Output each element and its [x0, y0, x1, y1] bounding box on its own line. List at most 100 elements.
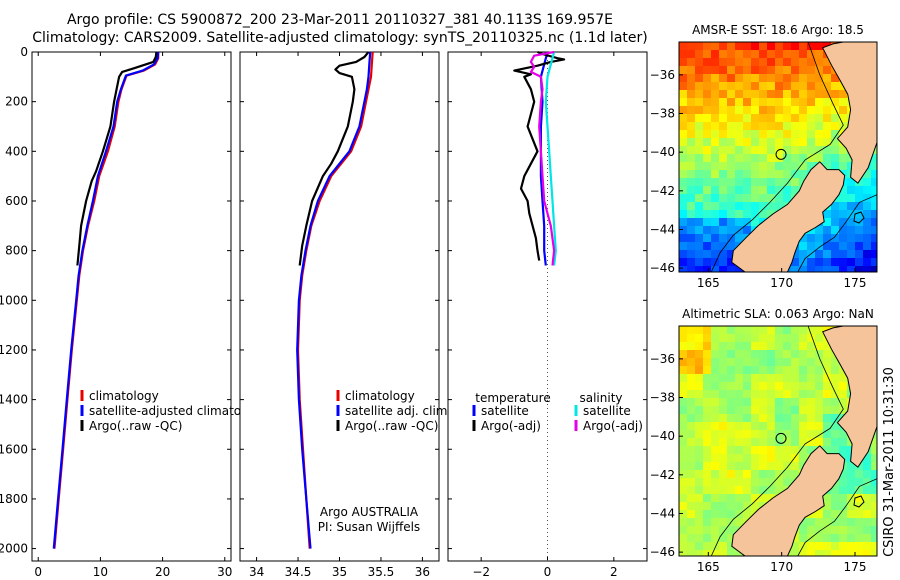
panel-sla-cell [743, 358, 751, 366]
panel-sst-cell [695, 154, 703, 162]
panel-sst-cell [703, 250, 711, 258]
panel-sla-cell [695, 422, 703, 430]
panel-sst-cell [815, 138, 823, 146]
panel-sla-cell [759, 422, 767, 430]
panel-sla-cell [735, 438, 743, 446]
panel-sla-cell [679, 494, 687, 502]
panel-sst-cell [695, 90, 703, 98]
panel-sst-cell [799, 146, 807, 154]
panel-sla-cell [775, 454, 783, 462]
panel-sla-cell [711, 398, 719, 406]
panel-sla-cell [863, 478, 871, 486]
panel-sla-cell [791, 550, 799, 556]
panel-sst-cell [767, 58, 775, 66]
panel-sla-cell [711, 518, 719, 526]
panel-sla-cell [751, 334, 759, 342]
panel-sla-cell [815, 430, 823, 438]
panel-sst-cell [743, 90, 751, 98]
panel-sst-cell [751, 90, 759, 98]
panel-sla-cell [695, 358, 703, 366]
panel-sla-cell [695, 534, 703, 542]
panel-sla-cell [735, 478, 743, 486]
panel-sla-cell [783, 326, 791, 334]
panel-sst-cell [751, 66, 759, 74]
panel-sst-cell [679, 106, 687, 114]
panel-sst-cell [863, 266, 871, 272]
panel-sla-cell [799, 534, 807, 542]
panel-sst-cell [799, 154, 807, 162]
panel-sst-cell [839, 258, 847, 266]
panel-sla-cell [719, 486, 727, 494]
panel-sst-cell [815, 122, 823, 130]
panel-sla-cell [831, 390, 839, 398]
panel-sst-cell [815, 250, 823, 258]
panel-sla-cell [751, 494, 759, 502]
panel-sst-cell [863, 226, 871, 234]
panel-sla-cell [727, 350, 735, 358]
panel-sla-cell [695, 398, 703, 406]
panel-sla-cell [727, 502, 735, 510]
panel-sla-cell [719, 374, 727, 382]
panel-sst-cell [871, 210, 877, 218]
panel-sla-cell [799, 390, 807, 398]
panel-sla-cell [823, 446, 831, 454]
panel-sla-cell [759, 382, 767, 390]
panel-sla-cell [687, 350, 695, 358]
panel-sla-cell [695, 478, 703, 486]
panel-sst-cell [791, 122, 799, 130]
panel-sla-cell [711, 438, 719, 446]
panel-sla-cell [719, 518, 727, 526]
temperature-series-line-1 [52, 51, 160, 549]
panel-sst-cell [791, 42, 799, 50]
panel-sst-cell [799, 130, 807, 138]
panel-sla-cell [775, 462, 783, 470]
bathymetry-contour [710, 42, 844, 272]
panel-sla-xtick-label: 170 [770, 560, 793, 574]
panel-sla-cell [791, 406, 799, 414]
panel-sla-cell [743, 462, 751, 470]
temperature-legend-label: Argo(..raw -QC) [89, 419, 182, 433]
panel-sst-cell [823, 66, 831, 74]
panel-sla-cell [727, 398, 735, 406]
panel-sla-cell [679, 550, 687, 556]
panel-sla-cell [695, 366, 703, 374]
panel-sst-cell [679, 138, 687, 146]
panel-sla-cell [727, 470, 735, 478]
panel-sla-cell [687, 382, 695, 390]
panel-sla-cell [799, 422, 807, 430]
panel-sst-cell [751, 98, 759, 106]
panel-sst-cell [791, 130, 799, 138]
panel-sla-cell [679, 398, 687, 406]
panel-sla-cell [711, 382, 719, 390]
panel-sst-cell [783, 178, 791, 186]
panel-sst-cell [799, 122, 807, 130]
panel-sst-cell [711, 98, 719, 106]
panel-sla-cell [719, 390, 727, 398]
panel-sla-cell [807, 526, 815, 534]
difference-legend-label: Argo(-adj) [583, 419, 643, 433]
difference-legend-label: Argo(-adj) [481, 419, 541, 433]
panel-sla-cell [679, 342, 687, 350]
panel-sst-cell [799, 162, 807, 170]
panel-sst-cell [807, 74, 815, 82]
panel-sst-ytick-label: −40 [650, 145, 675, 159]
panel-sst-cell [687, 114, 695, 122]
panel-sla-cell [727, 438, 735, 446]
panel-sla-cell [839, 398, 847, 406]
panel-sla-cell [695, 326, 703, 334]
panel-sla-cell [711, 326, 719, 334]
panel-sst-cell [703, 194, 711, 202]
panel-sst-cell [855, 210, 863, 218]
panel-sla-cell [871, 446, 877, 454]
panel-sst-cell [679, 218, 687, 226]
panel-sla-cell [743, 486, 751, 494]
panel-sst-cell [767, 66, 775, 74]
panel-sst-cell [839, 194, 847, 202]
panel-sla-cell [823, 518, 831, 526]
panel-sst-cell [703, 66, 711, 74]
panel-sst-cell [815, 226, 823, 234]
panel-sst-cell [855, 250, 863, 258]
salinity-series-line-1 [296, 51, 372, 549]
panel-sst-cell [767, 82, 775, 90]
